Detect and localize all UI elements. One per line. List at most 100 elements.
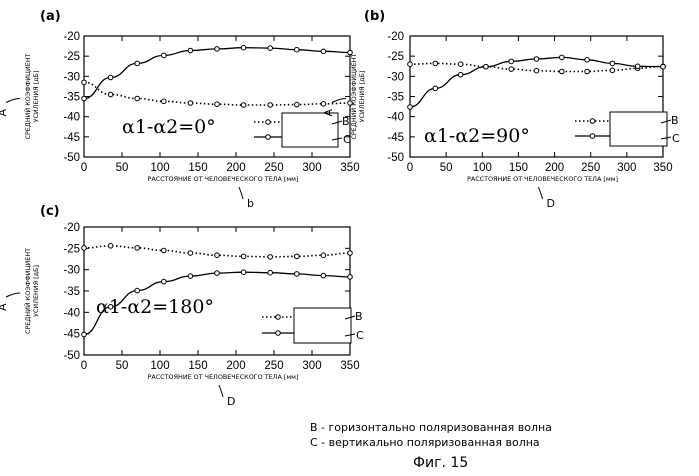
data-point-solid xyxy=(135,288,140,293)
data-point-dotted xyxy=(135,246,140,251)
legend-marker-dotted xyxy=(266,120,271,125)
data-point-dotted xyxy=(585,69,590,74)
data-point-dotted xyxy=(82,80,87,85)
data-point-dotted xyxy=(215,102,220,107)
data-point-solid xyxy=(241,270,246,275)
handwritten-y-leader xyxy=(6,99,20,103)
x-tick-label: 250 xyxy=(581,162,600,174)
x-tick-label: 100 xyxy=(473,162,492,174)
x-tick-label: 100 xyxy=(150,162,169,174)
chart-panel-2: (b)-20-25-30-35-40-45-500501001502002503… xyxy=(322,9,680,210)
data-point-solid xyxy=(348,275,353,280)
panel-label: (a) xyxy=(40,9,61,24)
data-point-solid xyxy=(321,49,326,54)
y-tick-label: -25 xyxy=(63,51,80,63)
x-tick-label: 50 xyxy=(116,162,129,174)
data-point-solid xyxy=(321,273,326,278)
legend-note-b: В - горизонтально поляризованная волна xyxy=(310,421,552,434)
y-tick-label: -50 xyxy=(63,350,80,362)
y-tick-label: -30 xyxy=(63,71,80,83)
x-tick-label: 150 xyxy=(188,162,207,174)
data-point-solid xyxy=(188,48,193,53)
formula-label: α1-α2=90° xyxy=(424,125,530,147)
legend-letter-c: C xyxy=(672,132,680,145)
data-point-solid xyxy=(458,72,463,77)
formula-label: α1-α2=0° xyxy=(122,116,216,138)
legend-box xyxy=(610,112,667,146)
legend-marker-solid xyxy=(266,135,271,140)
data-point-dotted xyxy=(321,253,326,258)
legend-marker-dotted xyxy=(276,315,281,320)
handwritten-x-mark: D xyxy=(227,395,235,408)
data-point-dotted xyxy=(458,62,463,67)
data-point-solid xyxy=(162,279,167,284)
x-axis-label: РАССТОЯНИЕ ОТ ЧЕЛОВЕЧЕСКОГО ТЕЛА [мм] xyxy=(147,373,298,381)
y-tick-label: -40 xyxy=(63,112,80,124)
y-tick-label: -25 xyxy=(387,51,404,63)
legend-letter-c: C xyxy=(356,329,364,342)
legend-letter-b: B xyxy=(671,114,679,127)
y-tick-label: -45 xyxy=(63,329,80,341)
x-tick-label: 350 xyxy=(653,162,672,174)
legend-box xyxy=(282,113,338,147)
panel-label: (b) xyxy=(364,9,385,24)
y-tick-label: -20 xyxy=(63,31,80,43)
data-point-dotted xyxy=(135,96,140,101)
data-point-dotted xyxy=(241,103,246,108)
x-tick-label: 0 xyxy=(81,360,87,372)
data-point-solid xyxy=(661,64,666,69)
handwritten-y-mark: A xyxy=(322,109,335,117)
data-point-solid xyxy=(215,271,220,276)
y-tick-label: -30 xyxy=(63,265,80,277)
y-tick-label: -35 xyxy=(63,92,80,104)
x-axis-label: РАССТОЯНИЕ ОТ ЧЕЛОВЕЧЕСКОГО ТЕЛА [мм] xyxy=(467,175,618,183)
y-tick-label: -20 xyxy=(387,31,404,43)
handwritten-y-mark: A xyxy=(0,303,9,311)
data-point-dotted xyxy=(295,102,300,107)
data-point-dotted xyxy=(162,248,167,253)
y-axis-label-line2: УСИЛЕНИЯ [дБ] xyxy=(358,71,366,123)
data-point-solid xyxy=(295,272,300,277)
y-axis-label-line1: СРЕДНИЙ КОЭФФИЦИЕНТ xyxy=(23,248,32,334)
y-axis-label-line2: УСИЛЕНИЯ [дБ] xyxy=(32,71,40,123)
handwritten-y-leader xyxy=(332,99,346,103)
data-point-dotted xyxy=(295,254,300,259)
data-point-solid xyxy=(534,57,539,62)
legend-marker-solid xyxy=(276,331,281,336)
legend-note-c: С - вертикально поляризованная волна xyxy=(310,436,540,449)
figure-caption: Фиг. 15 xyxy=(413,455,468,471)
handwritten-x-mark: b xyxy=(247,197,254,210)
data-point-dotted xyxy=(215,253,220,258)
y-tick-label: -40 xyxy=(63,307,80,319)
data-point-dotted xyxy=(534,68,539,73)
legend-letter-b: B xyxy=(342,115,350,128)
x-tick-label: 350 xyxy=(340,162,359,174)
y-tick-label: -50 xyxy=(387,152,404,164)
data-point-dotted xyxy=(188,251,193,256)
y-tick-label: -40 xyxy=(387,112,404,124)
x-tick-label: 150 xyxy=(509,162,528,174)
x-tick-label: 300 xyxy=(302,360,321,372)
data-point-solid xyxy=(215,47,220,52)
data-point-dotted xyxy=(509,67,514,72)
data-point-dotted xyxy=(268,255,273,260)
y-tick-label: -20 xyxy=(63,222,80,234)
data-point-solid xyxy=(268,46,273,51)
chart-panel-3: (c)-20-25-30-35-40-45-500501001502002503… xyxy=(0,204,364,408)
legend-box xyxy=(294,308,351,343)
y-tick-label: -45 xyxy=(63,132,80,144)
data-point-solid xyxy=(408,105,413,110)
x-tick-label: 50 xyxy=(440,162,453,174)
x-tick-label: 200 xyxy=(545,162,564,174)
series-line-solid xyxy=(410,57,663,107)
data-point-solid xyxy=(82,96,87,101)
data-point-solid xyxy=(108,305,113,310)
legend-letter-b: B xyxy=(355,310,363,323)
y-tick-label: -35 xyxy=(63,286,80,298)
data-point-solid xyxy=(108,75,113,80)
data-point-solid xyxy=(295,47,300,52)
data-point-dotted xyxy=(408,62,413,67)
data-point-dotted xyxy=(348,251,353,256)
chart-panel-1: (a)-20-25-30-35-40-45-500501001502002503… xyxy=(0,9,360,210)
